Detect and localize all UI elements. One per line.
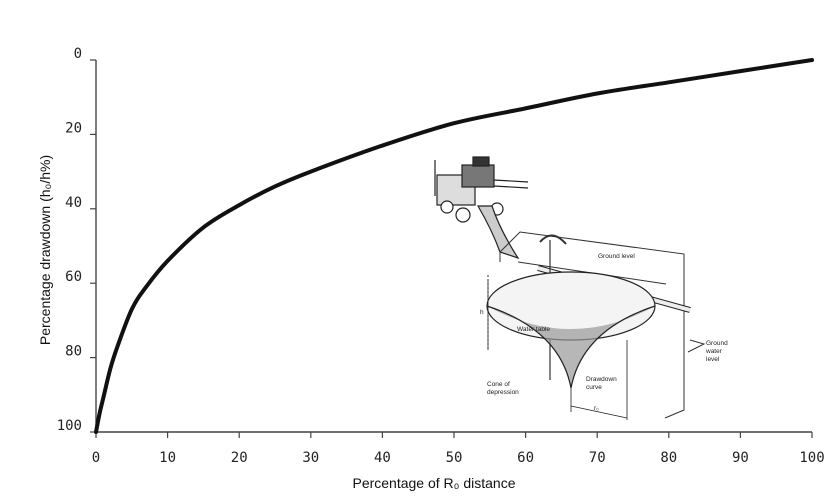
y-tick-label: 80	[65, 344, 82, 360]
x-tick-label: 70	[589, 450, 606, 466]
y-axis-title: Percentage drawdown (h₀/h%)	[37, 155, 53, 345]
r0-label: r₀	[594, 405, 599, 412]
x-axis-title: Percentage of R₀ distance	[352, 475, 515, 491]
drawdown-curve-line	[94, 58, 814, 434]
drawdown-curve-label-2: curve	[586, 384, 602, 391]
y-tick-label: 40	[65, 195, 82, 211]
y-tick-label: 20	[65, 120, 82, 136]
x-tick-label: 50	[446, 450, 463, 466]
cone-label-2: depression	[487, 389, 519, 396]
x-tick-label: 20	[231, 450, 248, 466]
y-ticks: 0 20 40 60 80 100	[57, 46, 96, 434]
water-table-label: Water table	[517, 326, 550, 333]
y-tick-label: 60	[65, 269, 82, 285]
ground-water-label-3: level	[706, 356, 720, 363]
ground-water-label-2: water	[705, 348, 723, 355]
y-tick-label: 0	[74, 46, 82, 62]
x-tick-label: 30	[302, 450, 319, 466]
x-ticks: 0 10 20 30 40 50 60 70 80 90 100	[92, 432, 825, 466]
axes: 0 10 20 30 40 50 60 70 80 90 100 0 20 40 60 80 100	[57, 46, 825, 466]
x-tick-label: 60	[517, 450, 534, 466]
x-tick-label: 90	[732, 450, 749, 466]
x-tick-label: 10	[159, 450, 176, 466]
x-tick-label: 0	[92, 450, 100, 466]
h-label: h	[480, 309, 484, 316]
hose	[476, 205, 520, 260]
x-tick-label: 40	[374, 450, 391, 466]
x-tick-label: 80	[660, 450, 677, 466]
series-group	[94, 58, 814, 434]
cone-label-1: Cone of	[487, 381, 510, 388]
cone-of-depression	[486, 271, 656, 420]
ground-water-label-1: Ground	[706, 340, 728, 347]
pump-icon	[434, 156, 529, 223]
y-tick-label: 100	[57, 418, 82, 434]
ground-level-label: Ground level	[598, 253, 635, 260]
drawdown-curve-label-1: Drawdown	[586, 376, 617, 383]
pump-well-illustration: Ground level Water table Ground water le…	[434, 156, 728, 420]
x-tick-label: 100	[799, 450, 824, 466]
